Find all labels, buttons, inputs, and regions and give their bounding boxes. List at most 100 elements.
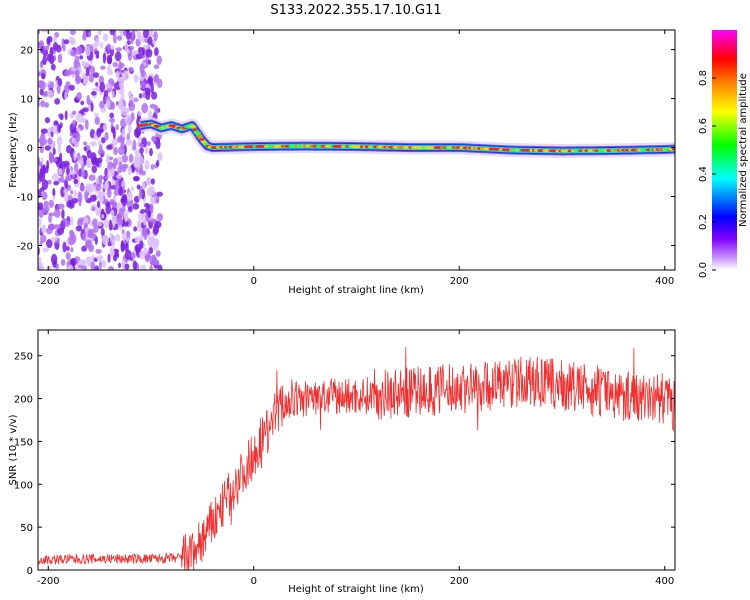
noise-speck — [95, 161, 100, 168]
noise-speck — [69, 258, 77, 265]
noise-speck — [46, 265, 53, 270]
noise-speck — [124, 249, 132, 260]
noise-speck — [149, 147, 153, 157]
noise-speck — [153, 31, 158, 42]
noise-speck — [48, 199, 55, 208]
noise-speck — [118, 81, 124, 88]
noise-speck — [73, 60, 78, 69]
y-tick-label: 100 — [14, 480, 33, 491]
noise-speck — [47, 89, 54, 99]
noise-speck — [112, 33, 117, 44]
track-peak — [671, 147, 675, 151]
noise-speck — [127, 124, 132, 135]
noise-speck — [48, 54, 55, 65]
x-tick-label: 400 — [655, 276, 674, 287]
noise-speck — [124, 242, 129, 252]
noise-speck — [114, 234, 121, 242]
noise-speck — [70, 189, 74, 195]
noise-speck — [116, 77, 124, 82]
noise-speck — [85, 67, 90, 77]
noise-speck — [110, 101, 116, 110]
noise-speck — [114, 51, 122, 62]
noise-speck — [123, 30, 127, 37]
noise-speck — [121, 154, 129, 163]
noise-speck — [114, 252, 120, 258]
noise-speck — [138, 93, 143, 99]
noise-speck — [149, 218, 156, 223]
noise-speck — [120, 195, 128, 206]
noise-speck — [68, 84, 75, 91]
noise-speck — [43, 200, 49, 209]
noise-speck — [139, 63, 145, 75]
noise-speck — [145, 254, 151, 260]
noise-speck — [90, 91, 97, 96]
noise-speck — [95, 87, 101, 92]
noise-speck — [38, 95, 41, 104]
noise-speck — [41, 179, 49, 191]
noise-speck — [111, 126, 116, 134]
noise-speck — [71, 137, 76, 144]
noise-speck — [76, 219, 84, 227]
noise-speck — [64, 220, 71, 228]
noise-speck — [105, 99, 111, 109]
noise-speck — [119, 30, 125, 37]
noise-speck — [43, 45, 50, 51]
noise-speck — [125, 30, 132, 40]
noise-speck — [69, 30, 76, 36]
noise-speck — [98, 175, 103, 186]
noise-speck — [50, 236, 58, 242]
noise-speck — [124, 263, 130, 270]
snr-x-label: Height of straight line (km) — [288, 584, 424, 595]
noise-speck — [68, 234, 75, 246]
noise-speck — [96, 200, 101, 208]
noise-speck — [99, 100, 105, 109]
noise-speck — [82, 107, 90, 113]
snr-y-label: SNR (10 * v/v) — [8, 414, 19, 485]
noise-speck — [59, 113, 64, 121]
track-peak — [189, 124, 197, 128]
noise-speck — [157, 264, 163, 270]
noise-speck — [70, 216, 74, 226]
noise-speck — [150, 82, 154, 94]
noise-speck — [100, 228, 105, 236]
y-tick-label: 20 — [20, 46, 33, 57]
noise-speck — [98, 30, 102, 36]
noise-speck — [109, 199, 115, 205]
noise-speck — [109, 237, 116, 243]
noise-speck — [95, 82, 99, 87]
noise-speck — [137, 223, 142, 232]
noise-speck — [134, 245, 139, 251]
noise-speck — [121, 180, 126, 187]
noise-speck — [154, 73, 160, 83]
noise-speck — [145, 83, 150, 90]
noise-speck — [115, 124, 119, 131]
noise-speck — [101, 259, 107, 269]
noise-speck — [106, 144, 113, 150]
noise-speck — [59, 122, 63, 129]
noise-speck — [51, 157, 58, 163]
noise-speck — [116, 213, 122, 222]
noise-speck — [140, 81, 147, 89]
noise-speck — [120, 241, 125, 253]
noise-speck — [150, 195, 157, 205]
noise-speck — [79, 184, 85, 192]
noise-speck — [45, 165, 49, 174]
noise-speck — [79, 55, 84, 60]
noise-speck — [78, 259, 85, 266]
noise-speck — [96, 254, 104, 261]
noise-speck — [106, 43, 112, 52]
noise-speck — [139, 250, 145, 260]
noise-speck — [152, 242, 158, 251]
noise-speck — [131, 30, 136, 39]
noise-speck — [62, 241, 67, 253]
noise-speck — [50, 63, 56, 71]
noise-speck — [156, 55, 162, 66]
noise-speck — [38, 262, 44, 270]
noise-speck — [53, 180, 60, 186]
noise-speck — [39, 61, 44, 69]
snr-x-axis: -200 0 200 400 — [37, 330, 674, 587]
noise-speck — [149, 203, 154, 214]
noise-speck — [90, 141, 97, 147]
y-tick-label: 150 — [14, 437, 33, 448]
